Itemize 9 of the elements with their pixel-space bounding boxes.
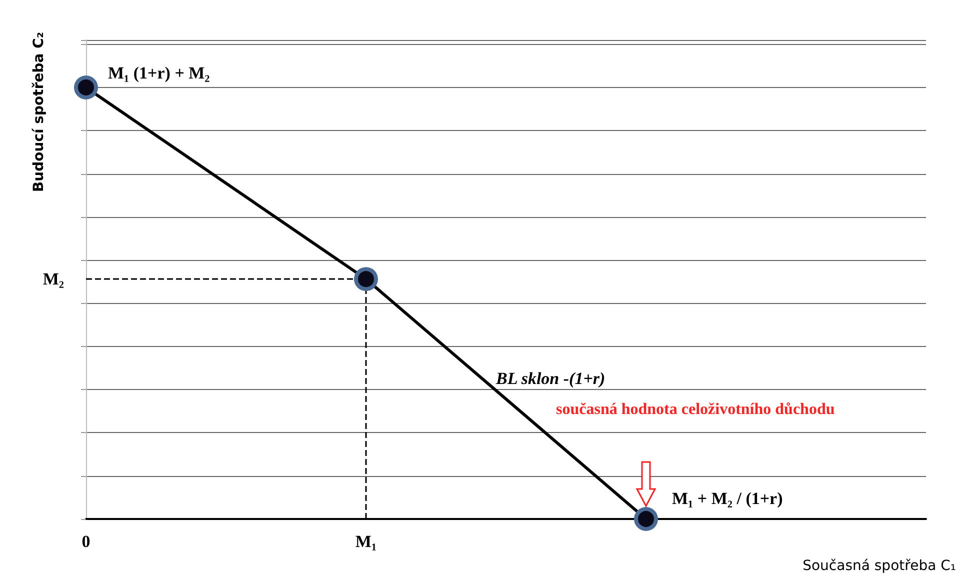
annotation: BL sklon -(1+r) <box>495 369 606 388</box>
x-axis-title: Současná spotřeba C₁ <box>802 558 956 574</box>
x-tick-label: M₁ <box>355 532 377 551</box>
annotation: současná hodnota celoživotního důchodu <box>556 401 835 419</box>
ref-line-label: M₂ <box>42 270 64 289</box>
annotation: M₁ + M₂ / (1+r) <box>672 489 783 508</box>
y-axis-title: Budoucí spotřeba C₂ <box>31 32 47 192</box>
x-tick-label: 0 <box>82 532 90 551</box>
text: M₁ (1+r) + M₂ <box>108 63 210 82</box>
